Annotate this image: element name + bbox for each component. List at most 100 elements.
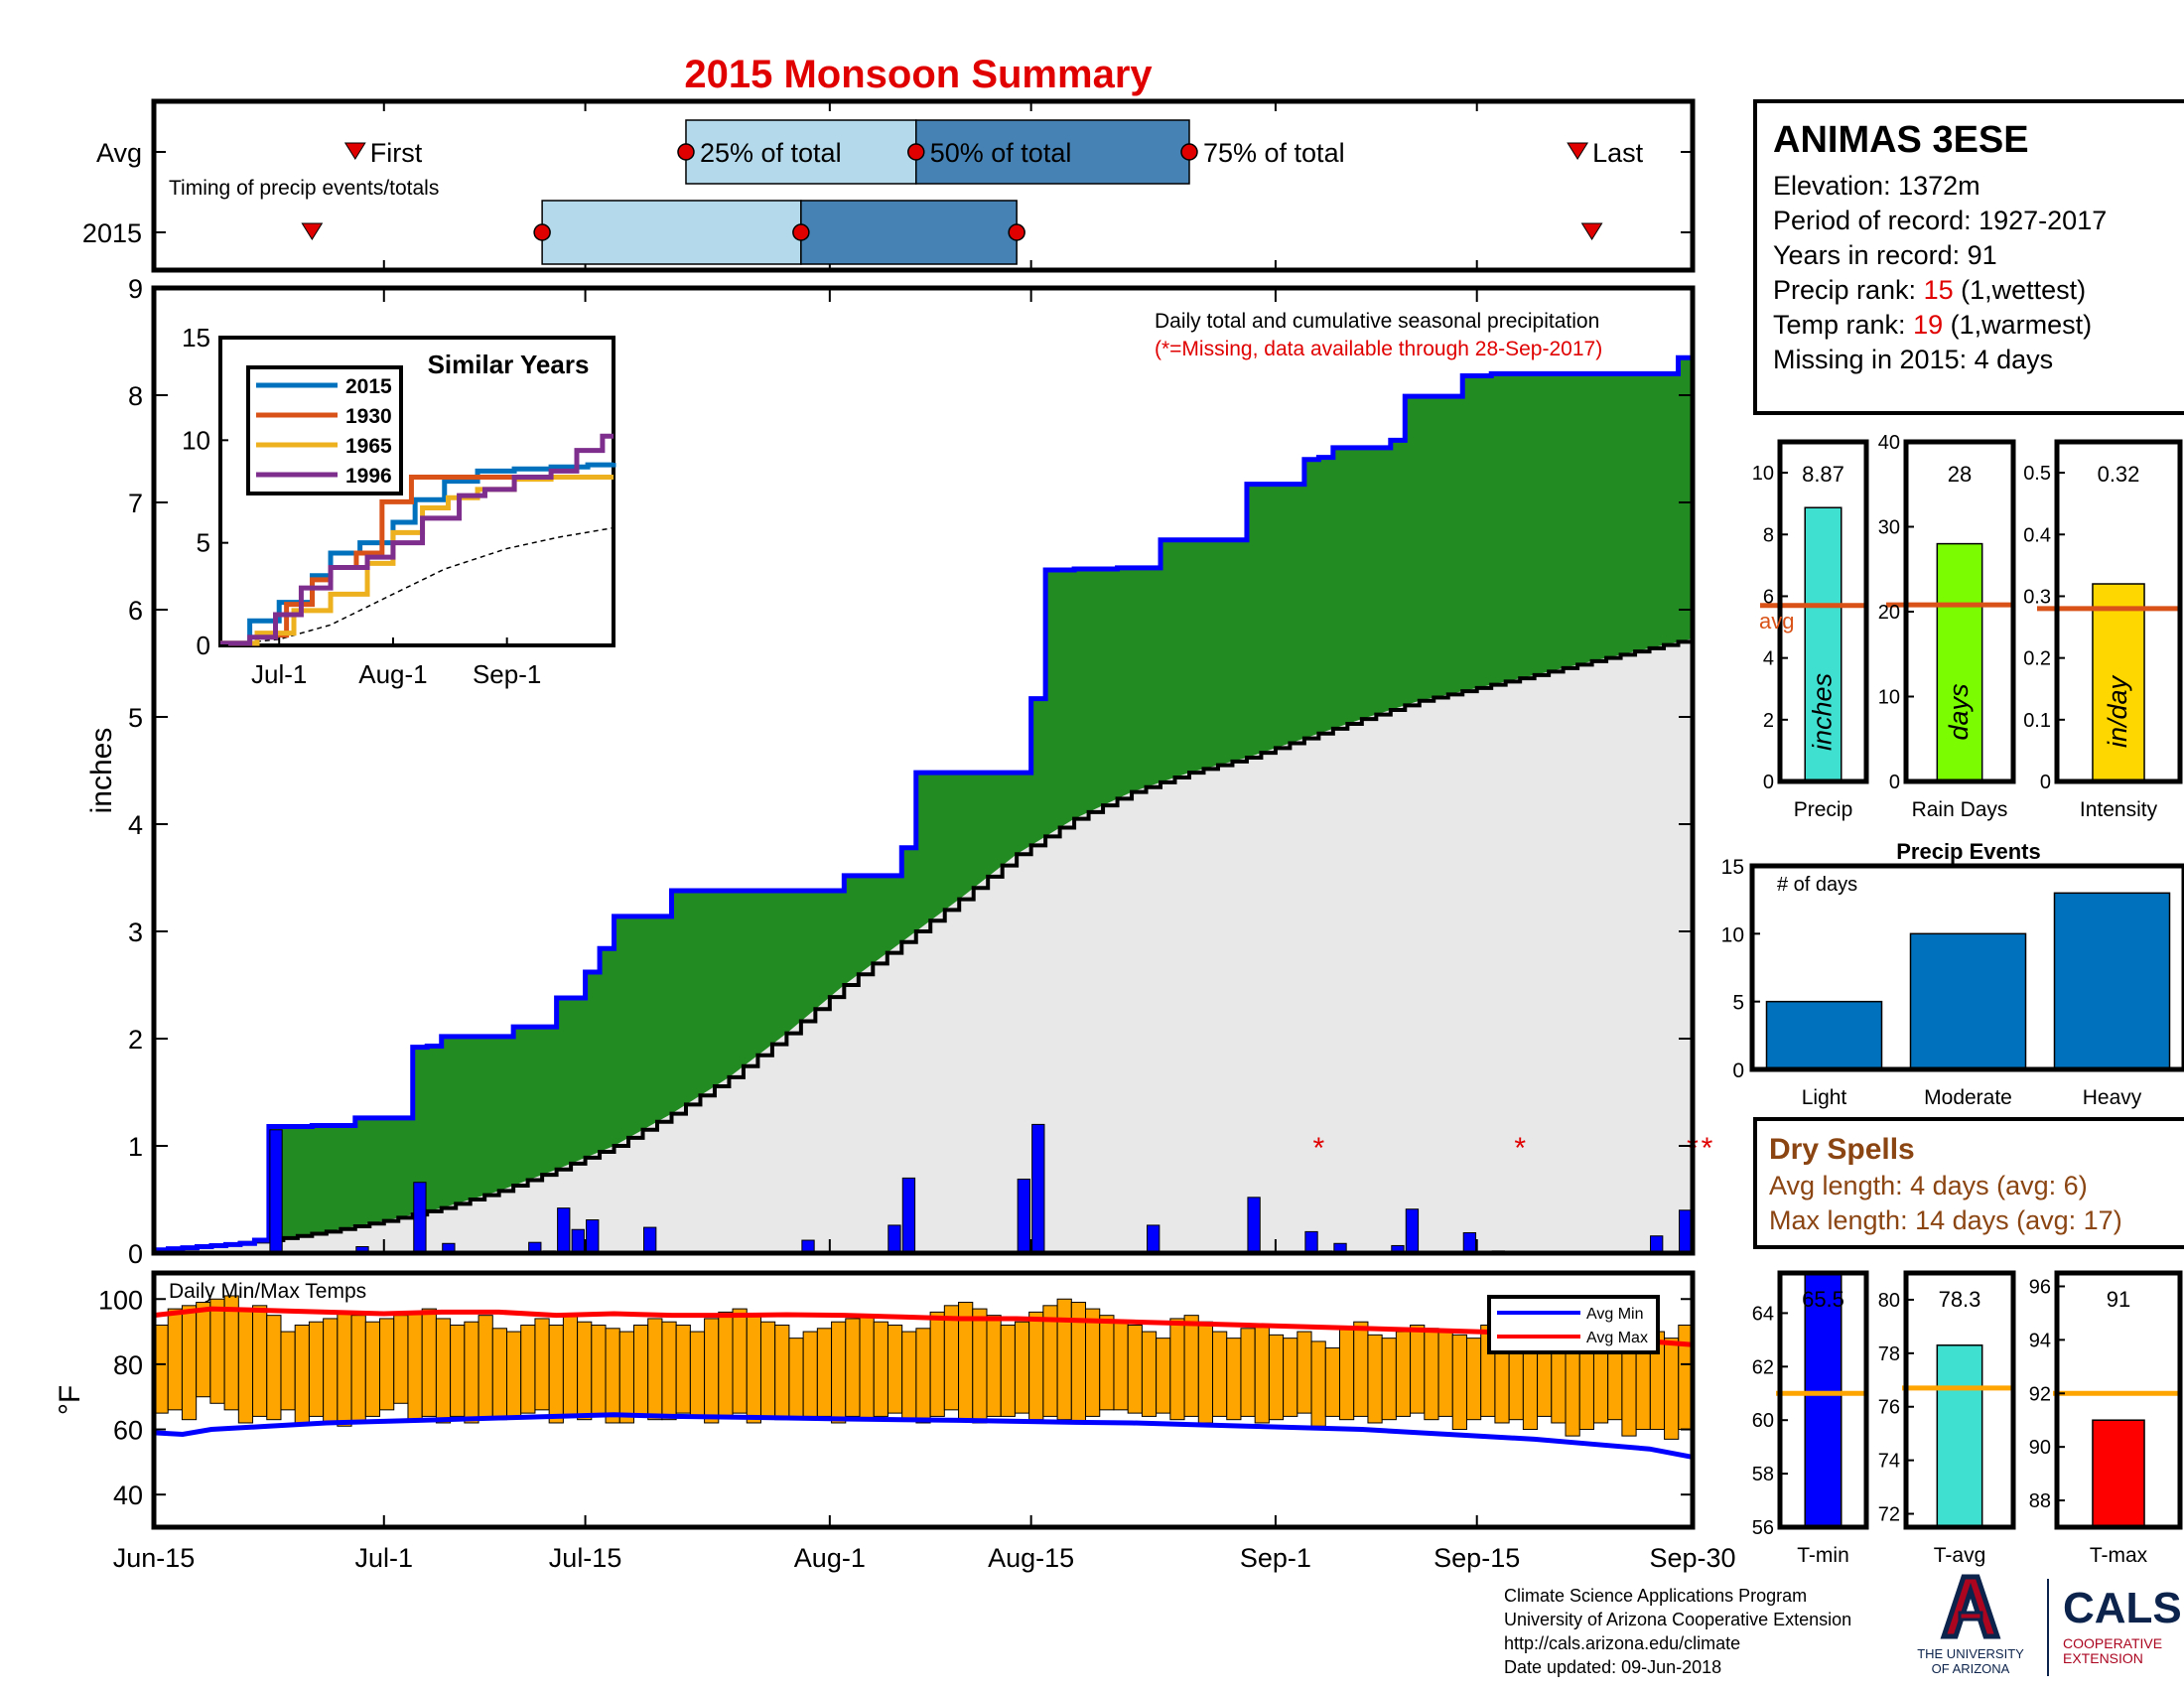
daily-temp-bar bbox=[562, 1315, 579, 1417]
temps-x-tick-label: Aug-15 bbox=[988, 1543, 1074, 1573]
temp-y-tick-label: 88 bbox=[2029, 1490, 2051, 1512]
season-y-tick-label: 20 bbox=[1878, 602, 1900, 624]
daily-precip-bar bbox=[557, 1207, 571, 1253]
daily-temp-bar bbox=[196, 1302, 211, 1398]
q25-label: 25% of total bbox=[700, 138, 842, 168]
season-y-tick-label: 30 bbox=[1878, 517, 1900, 539]
daily-temp-bar bbox=[364, 1321, 381, 1417]
daily-temp-bar bbox=[393, 1315, 409, 1404]
daily-temp-bar bbox=[859, 1315, 875, 1421]
inset-series-1996 bbox=[220, 433, 614, 646]
temp-rank-label: Temp rank: bbox=[1773, 310, 1906, 340]
season-y-tick-label: 0.1 bbox=[2023, 710, 2051, 732]
temp-y-tick-label: 80 bbox=[1878, 1290, 1900, 1312]
daily-temp-bar bbox=[1042, 1305, 1058, 1417]
season-bar-unit-label: inches bbox=[1808, 673, 1838, 751]
timing-event-marker bbox=[301, 222, 324, 240]
daily-precip-bar bbox=[269, 1129, 283, 1253]
events-y-tick-label: 15 bbox=[1721, 856, 1744, 879]
daily-temp-bar bbox=[520, 1325, 536, 1414]
main-y-tick-label: 6 bbox=[128, 596, 143, 626]
daily-temp-bar bbox=[450, 1325, 466, 1417]
daily-temp-bar bbox=[1310, 1340, 1326, 1427]
temps-legend-frame bbox=[1487, 1295, 1660, 1354]
station-years: Years in record: 91 bbox=[1773, 240, 1997, 270]
inset-legend-label: 1996 bbox=[345, 465, 392, 488]
main-y-tick-label: 9 bbox=[128, 274, 143, 304]
temp-y-tick-label: 64 bbox=[1752, 1303, 1774, 1325]
inset-legend-label: 2015 bbox=[345, 375, 392, 398]
daily-temp-bar bbox=[534, 1318, 550, 1411]
season-y-tick-label: 8 bbox=[1763, 524, 1774, 546]
timing-box-early bbox=[541, 200, 802, 265]
inset-legend: 2015 1930 1965 1996 bbox=[246, 365, 403, 495]
daily-precip-bar bbox=[1694, 1250, 1706, 1253]
daily-temp-bar bbox=[548, 1325, 564, 1424]
temp-category-label: T-avg bbox=[1934, 1544, 1986, 1567]
temp-y-tick-label: 94 bbox=[2029, 1330, 2051, 1351]
daily-precip-bar bbox=[1650, 1235, 1664, 1253]
temps-legend: Avg Min Avg Max bbox=[1487, 1295, 1660, 1354]
temp-summary-panel-t-min: 65.5 56 58 60 62 64 T-min bbox=[1752, 1270, 1869, 1567]
daily-temp-bar bbox=[1338, 1328, 1355, 1421]
ua-a-icon bbox=[1940, 1574, 2001, 1639]
temps-plot-frame bbox=[151, 1270, 1696, 1530]
season-category-label: Intensity bbox=[2080, 798, 2158, 821]
daily-precip-bar bbox=[586, 1219, 600, 1253]
main-plot-area bbox=[154, 354, 1706, 1253]
main-y-tick-label: 2 bbox=[128, 1025, 143, 1055]
daily-temp-bar bbox=[1297, 1331, 1312, 1414]
main-y-tick-label: 7 bbox=[128, 489, 143, 518]
daily-temp-bar bbox=[1465, 1338, 1482, 1421]
main-y-axis-label: inches bbox=[85, 728, 118, 814]
timing-panel: Avg 2015 Timing of precip events/totals Fir… bbox=[82, 98, 1696, 273]
daily-temp-bar bbox=[407, 1311, 423, 1421]
daily-precip-bar bbox=[801, 1239, 815, 1253]
daily-temp-bar bbox=[704, 1318, 720, 1424]
temp-panel-frame bbox=[1903, 1270, 2016, 1530]
season-total-bar bbox=[1936, 542, 1983, 782]
temp-y-tick-label: 72 bbox=[1878, 1504, 1900, 1526]
season-y-tick-label: 0.4 bbox=[2023, 524, 2051, 546]
daily-temp-bar bbox=[732, 1308, 748, 1414]
season-total-panel-precip: inches 8.87 0 2 4 6 8 10 Precip avg bbox=[1752, 439, 1869, 821]
daily-precip-bar bbox=[1031, 1123, 1045, 1253]
cals-logo-text: CALS bbox=[2063, 1584, 2182, 1632]
precip-events-ylabel: # of days bbox=[1777, 874, 1857, 896]
q75-label: 75% of total bbox=[1203, 138, 1345, 168]
station-elevation: Elevation: 1372m bbox=[1773, 171, 1980, 201]
daily-temp-bar bbox=[1141, 1331, 1158, 1417]
temps-y-tick-label: 40 bbox=[113, 1481, 143, 1510]
timing-quantile-marker bbox=[1008, 223, 1025, 241]
daily-temp-bar bbox=[1565, 1346, 1580, 1437]
daily-precip-bar bbox=[887, 1224, 901, 1253]
temps-x-tick-label: Jul-1 bbox=[355, 1543, 414, 1573]
season-bar-unit-label: days bbox=[1944, 683, 1974, 740]
station-info-box: ANIMAS 3ESE Elevation: 1372m Period of r… bbox=[1753, 99, 2184, 415]
season-panel-frame bbox=[2054, 439, 2183, 784]
average-cumulative-area bbox=[154, 638, 1693, 1253]
cumulative-2015-line bbox=[154, 354, 1693, 1253]
daily-temp-bar bbox=[1367, 1334, 1383, 1424]
main-y-tick-label: 3 bbox=[128, 917, 143, 947]
timing-event-marker bbox=[1567, 142, 1589, 160]
page-title: 2015 Monsoon Summary bbox=[684, 53, 1153, 96]
season-category-label: Rain Days bbox=[1912, 798, 2008, 821]
season-value-label: 28 bbox=[1948, 462, 1972, 487]
daily-precip-bar bbox=[1462, 1231, 1477, 1253]
timing-quantile-marker bbox=[907, 143, 925, 161]
events-y-tick-label: 10 bbox=[1721, 923, 1744, 946]
season-y-tick-label: 4 bbox=[1763, 648, 1774, 670]
daily-temp-bar bbox=[577, 1321, 593, 1421]
daily-temp-bar bbox=[816, 1328, 833, 1417]
daily-temp-bar bbox=[308, 1321, 325, 1417]
inset-series-1930 bbox=[220, 475, 614, 646]
daily-temp-bar bbox=[1437, 1331, 1453, 1417]
temp-summary-bar bbox=[2092, 1419, 2145, 1528]
temps-legend-label: Avg Max bbox=[1586, 1330, 1648, 1346]
dry-spells-avg: Avg length: 4 days (avg: 6) bbox=[1769, 1171, 2088, 1200]
footer-line-3[interactable]: http://cals.arizona.edu/climate bbox=[1504, 1633, 1741, 1653]
daily-temp-bar bbox=[280, 1331, 296, 1411]
daily-temp-bar bbox=[845, 1318, 861, 1417]
